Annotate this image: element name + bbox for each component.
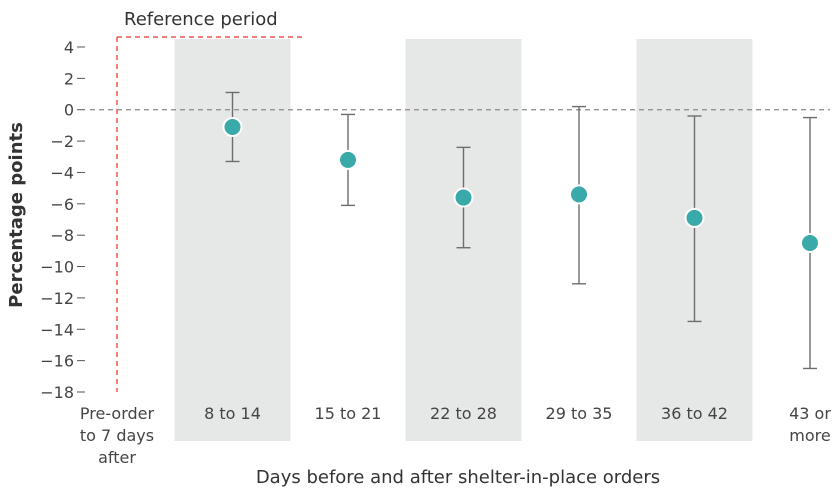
y-tick-label: 2 bbox=[64, 69, 74, 88]
error-bars bbox=[225, 91, 817, 370]
y-tick-label: −16 bbox=[40, 352, 74, 371]
y-tick-label: −12 bbox=[40, 289, 74, 308]
reference-period-marker: Reference period bbox=[116, 9, 303, 392]
x-category-label-line: Pre-order bbox=[80, 404, 155, 423]
x-category-label-line: to 7 days bbox=[80, 426, 154, 445]
y-axis: 4 2 0 −2 −4 −6 −8 −10 −12 −14 −16 −18 bbox=[40, 38, 85, 402]
x-category-label-line: 8 to 14 bbox=[204, 404, 261, 423]
y-tick-label: 4 bbox=[64, 38, 74, 57]
y-tick-label: −8 bbox=[50, 226, 74, 245]
x-category-label: Pre-order to 7 days after bbox=[80, 404, 155, 467]
data-point bbox=[800, 233, 820, 254]
x-category-label: 22 to 28 bbox=[430, 404, 497, 423]
x-category-label-line: 15 to 21 bbox=[315, 404, 382, 423]
data-point bbox=[453, 187, 474, 208]
x-category-label-line: 36 to 42 bbox=[661, 404, 728, 423]
data-point bbox=[222, 116, 243, 137]
data-point bbox=[684, 207, 705, 228]
x-category-label: 29 to 35 bbox=[546, 404, 613, 423]
reference-period-label: Reference period bbox=[124, 9, 278, 30]
x-category-label-line: after bbox=[98, 448, 136, 467]
x-category-label: 36 to 42 bbox=[661, 404, 728, 423]
y-tick-label: −4 bbox=[50, 163, 74, 182]
x-axis-title: Days before and after shelter-in-place o… bbox=[256, 467, 660, 488]
y-axis-title: Percentage points bbox=[6, 122, 27, 308]
y-tick-label: 0 bbox=[64, 101, 74, 120]
x-category-label-line: 43 or bbox=[789, 404, 831, 423]
x-category-label-line: 22 to 28 bbox=[430, 404, 497, 423]
y-tick-label: −14 bbox=[40, 320, 74, 339]
x-category-label-line: 29 to 35 bbox=[546, 404, 613, 423]
x-category-label: 15 to 21 bbox=[315, 404, 382, 423]
x-category-label: 43 or more bbox=[789, 404, 831, 445]
x-category-label-line: more bbox=[789, 426, 830, 445]
data-point bbox=[569, 184, 589, 205]
y-tick-label: −6 bbox=[50, 195, 74, 214]
x-category-label: 8 to 14 bbox=[204, 404, 261, 423]
x-category-labels: Pre-order to 7 days after 8 to 14 15 to 21 22… bbox=[80, 404, 831, 467]
y-tick-label: −18 bbox=[40, 383, 74, 402]
y-tick-label: −10 bbox=[40, 258, 74, 277]
y-tick-label: −2 bbox=[50, 132, 74, 151]
data-points bbox=[222, 116, 820, 254]
data-point bbox=[338, 149, 358, 170]
